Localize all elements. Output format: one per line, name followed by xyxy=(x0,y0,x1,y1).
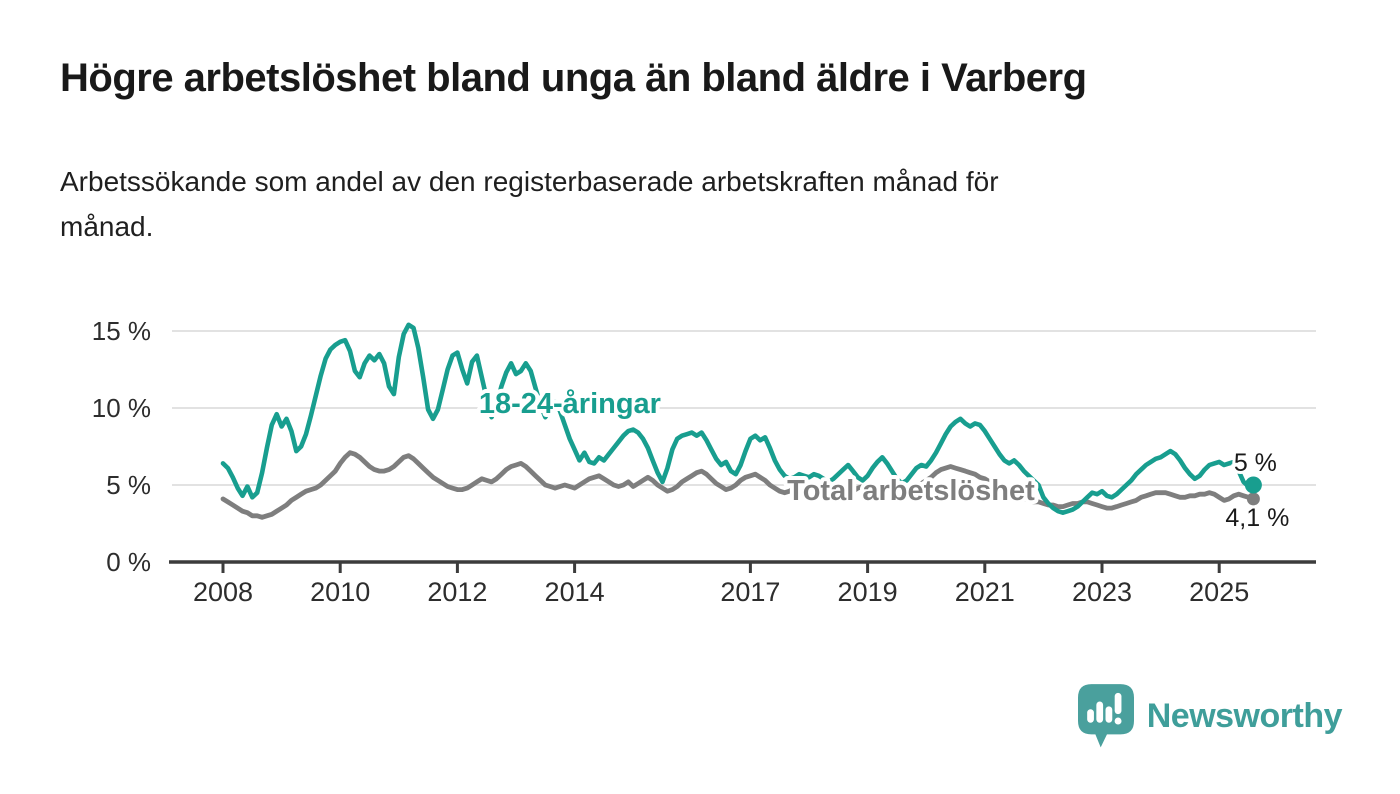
x-tick-label-2019: 2019 xyxy=(838,577,898,607)
x-tick-label-2008: 2008 xyxy=(193,577,253,607)
chart-subtitle: Arbetssökande som andel av den registerb… xyxy=(60,166,999,242)
series-label-youth-18-24: 18-24-åringar xyxy=(479,388,661,420)
x-tick-label-2025: 2025 xyxy=(1189,577,1249,607)
series-line-youth-18-24 xyxy=(220,322,1256,516)
endpoint-dot-youth-18-24 xyxy=(1244,476,1262,494)
chart-title: Högre arbetslöshet bland unga än bland ä… xyxy=(60,56,1087,100)
x-tick-label-2023: 2023 xyxy=(1072,577,1132,607)
end-value-label-youth-18-24: 5 % xyxy=(1234,449,1277,477)
logo-bar-2 xyxy=(1096,701,1103,723)
x-tick-label-2021: 2021 xyxy=(955,577,1015,607)
x-tick-label-2014: 2014 xyxy=(545,577,605,607)
y-tick-label-10: 10 % xyxy=(92,393,151,423)
x-tick-label-2010: 2010 xyxy=(310,577,370,607)
newsworthy-logo: Newsworthy xyxy=(1077,684,1343,748)
series-label-total: Total arbetslöshet xyxy=(787,475,1035,507)
logo-exclamation-dot xyxy=(1114,717,1122,725)
endpoint-dot-total xyxy=(1246,492,1260,506)
x-tick-label-2012: 2012 xyxy=(427,577,487,607)
x-tick-label-2017: 2017 xyxy=(720,577,780,607)
newsworthy-wordmark: Newsworthy xyxy=(1146,696,1343,735)
y-tick-label-0: 0 % xyxy=(106,547,151,577)
y-tick-label-5: 5 % xyxy=(106,470,151,500)
y-tick-label-15: 15 % xyxy=(92,316,151,346)
logo-bar-3 xyxy=(1105,706,1113,723)
logo-exclamation-bar xyxy=(1114,692,1122,715)
logo-bar-1 xyxy=(1086,709,1094,723)
newsworthy-logo-icon xyxy=(1077,684,1134,748)
end-value-label-total: 4,1 % xyxy=(1225,504,1289,532)
